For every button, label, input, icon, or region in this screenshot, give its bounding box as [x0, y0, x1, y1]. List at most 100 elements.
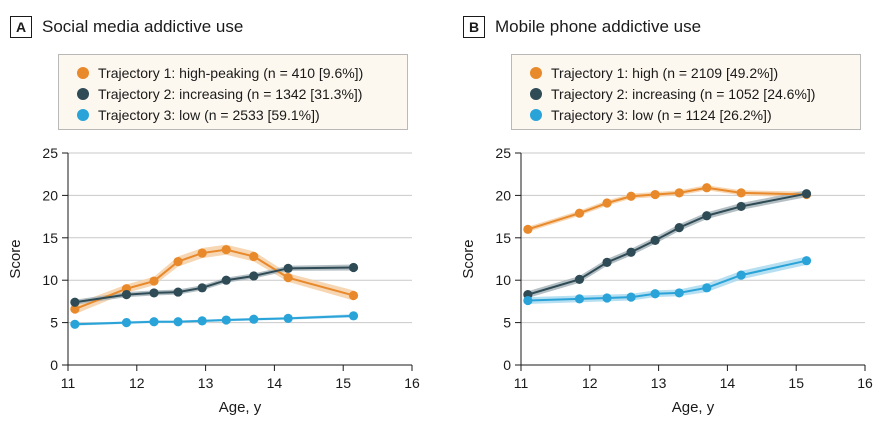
legend-label: Trajectory 2: increasing (n = 1052 [24.6… [551, 85, 816, 102]
data-point [574, 274, 585, 284]
data-point [702, 183, 712, 193]
chart-title: Mobile phone addictive use [495, 17, 702, 36]
data-point [626, 292, 636, 302]
data-point [736, 270, 746, 280]
data-point [149, 288, 159, 298]
data-point [173, 256, 183, 267]
data-point [702, 211, 712, 221]
y-tick-label: 25 [495, 145, 511, 161]
panel-heading: B Mobile phone addictive use [463, 16, 701, 38]
data-point [602, 198, 612, 208]
legend-label: Trajectory 3: low (n = 1124 [26.2%]) [551, 106, 772, 123]
x-tick-label: 16 [404, 375, 420, 391]
x-tick-label: 11 [514, 375, 529, 391]
x-tick-label: 15 [788, 375, 804, 391]
panel-letter: B [463, 16, 485, 38]
confidence-band [527, 190, 807, 299]
data-point [173, 287, 183, 297]
chart-legend: Trajectory 1: high-peaking (n = 410 [9.6… [58, 54, 408, 130]
y-tick-label: 15 [42, 230, 58, 246]
data-point [197, 283, 207, 293]
y-axis-title: Score [7, 239, 24, 278]
data-point [626, 191, 636, 201]
data-point [249, 271, 259, 281]
data-point [149, 276, 159, 286]
confidence-band [527, 185, 807, 232]
y-tick-label: 20 [495, 187, 511, 203]
data-point [736, 188, 746, 198]
data-point [173, 317, 183, 327]
chart-title: Social media addictive use [42, 17, 244, 36]
confidence-band [74, 244, 354, 315]
data-point [650, 189, 660, 200]
legend-label: Trajectory 1: high (n = 2109 [49.2%]) [551, 64, 779, 81]
data-point [249, 314, 259, 324]
y-tick-label: 15 [495, 230, 511, 246]
x-tick-label: 13 [198, 375, 214, 391]
panel-heading: A Social media addictive use [10, 16, 243, 38]
legend-entry: Trajectory 1: high-peaking (n = 410 [9.6… [77, 62, 407, 83]
line-chart-plot: 0 5 10 15 20 25 11 12 13 14 15 16 Age, y Score [7, 145, 420, 416]
data-point [197, 316, 207, 326]
legend-swatch [77, 66, 89, 79]
data-point [602, 257, 612, 267]
y-tick-label: 5 [503, 315, 511, 331]
data-point [70, 304, 80, 314]
data-point [70, 319, 80, 329]
x-tick-label: 14 [267, 375, 283, 391]
legend-swatch [77, 108, 89, 121]
x-axis-title: Age, y [219, 399, 262, 416]
data-point [348, 290, 359, 301]
data-point [197, 248, 207, 258]
x-tick-label: 14 [720, 375, 736, 391]
x-tick-label: 13 [651, 375, 667, 391]
data-point [221, 245, 231, 255]
data-point [149, 317, 159, 327]
data-point [626, 247, 636, 257]
data-point [121, 318, 132, 328]
x-tick-label: 16 [857, 375, 873, 391]
legend-entry: Trajectory 3: low (n = 2533 [59.1%]) [77, 104, 407, 125]
data-point [523, 224, 533, 234]
data-point [602, 293, 612, 303]
data-point [702, 283, 712, 293]
panel-letter: A [10, 16, 32, 38]
data-point [70, 297, 80, 307]
data-point [674, 223, 684, 233]
data-point [801, 189, 812, 199]
x-tick-label: 12 [582, 375, 598, 391]
legend-swatch [530, 108, 542, 121]
data-point [283, 273, 293, 283]
legend-entry: Trajectory 2: increasing (n = 1052 [24.6… [530, 83, 860, 104]
line-chart-plot: 0 5 10 15 20 25 11 12 13 14 15 16 Age, y Score [460, 145, 873, 416]
panel-social-media: A Social media addictive use Trajectory … [0, 0, 440, 437]
data-point [674, 188, 684, 198]
chart-legend: Trajectory 1: high (n = 2109 [49.2%]) Tr… [511, 54, 861, 130]
data-point [650, 289, 660, 299]
data-point [283, 313, 293, 323]
data-point [574, 208, 585, 218]
panel-mobile-phone: B Mobile phone addictive use Trajectory … [453, 0, 893, 437]
x-tick-label: 15 [335, 375, 351, 391]
y-axis-title: Score [460, 239, 477, 278]
data-point [249, 251, 259, 262]
legend-swatch [530, 66, 542, 79]
legend-entry: Trajectory 3: low (n = 1124 [26.2%]) [530, 104, 860, 125]
data-point [574, 294, 585, 304]
legend-entry: Trajectory 1: high (n = 2109 [49.2%]) [530, 62, 860, 83]
series-line [74, 248, 354, 310]
y-tick-label: 25 [42, 145, 58, 161]
data-point [348, 311, 359, 321]
legend-label: Trajectory 2: increasing (n = 1342 [31.3… [98, 85, 363, 102]
y-tick-label: 20 [42, 187, 58, 203]
legend-label: Trajectory 3: low (n = 2533 [59.1%]) [98, 106, 320, 123]
x-axis-title: Age, y [672, 399, 715, 416]
y-tick-label: 5 [50, 315, 58, 331]
data-point [348, 262, 359, 273]
x-tick-label: 11 [61, 375, 76, 391]
legend-swatch [530, 87, 542, 100]
y-tick-label: 0 [503, 357, 511, 373]
legend-entry: Trajectory 2: increasing (n = 1342 [31.3… [77, 83, 407, 104]
data-point [523, 295, 533, 306]
y-tick-label: 10 [42, 272, 58, 288]
